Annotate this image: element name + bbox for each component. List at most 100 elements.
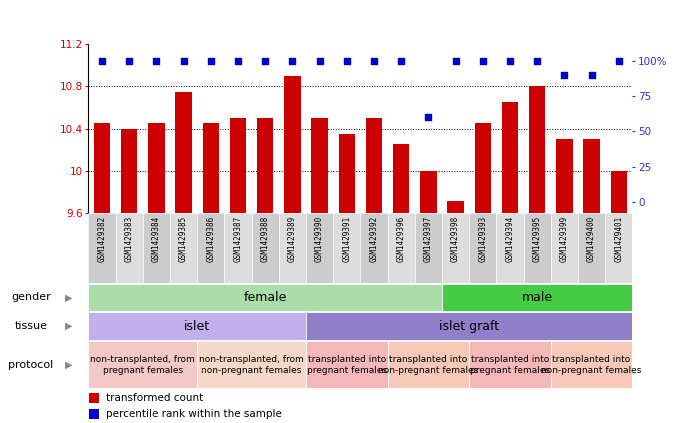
Text: transplanted into
pregnant females: transplanted into pregnant females [307, 355, 387, 375]
Point [97, 58, 107, 64]
Text: GSM1429398: GSM1429398 [451, 216, 460, 262]
Bar [524, 213, 551, 283]
Text: GSM1429397: GSM1429397 [424, 216, 433, 262]
Bar [252, 213, 279, 283]
Bar [284, 76, 301, 213]
Bar [88, 341, 197, 388]
Bar [502, 102, 518, 213]
Bar [529, 86, 545, 213]
Point [423, 114, 434, 121]
Bar [257, 118, 273, 213]
Bar [230, 118, 246, 213]
Bar [447, 201, 464, 213]
Text: GSM1429388: GSM1429388 [260, 216, 270, 262]
Bar [121, 129, 137, 213]
Bar [88, 283, 442, 311]
Bar [578, 213, 605, 283]
Bar [197, 341, 306, 388]
Text: GSM1429389: GSM1429389 [288, 216, 297, 262]
Point [205, 58, 216, 64]
Text: islet graft: islet graft [439, 320, 499, 332]
Point [287, 58, 298, 64]
Text: GSM1429400: GSM1429400 [587, 216, 596, 262]
Bar [420, 171, 437, 213]
Bar [339, 134, 355, 213]
Bar [197, 213, 224, 283]
Point [532, 58, 543, 64]
Text: GSM1429385: GSM1429385 [179, 216, 188, 262]
Bar [170, 213, 197, 283]
Bar [306, 341, 388, 388]
Point [178, 58, 189, 64]
Bar [388, 341, 469, 388]
Point [505, 58, 515, 64]
Text: transplanted into
non-pregnant females: transplanted into non-pregnant females [378, 355, 479, 375]
Bar [442, 283, 632, 311]
Point [450, 58, 461, 64]
Bar [311, 118, 328, 213]
Bar [611, 171, 627, 213]
Text: transplanted into
non-pregnant females: transplanted into non-pregnant females [541, 355, 642, 375]
Text: tissue: tissue [14, 321, 48, 331]
Bar [203, 124, 219, 213]
Text: GSM1429382: GSM1429382 [97, 216, 107, 262]
Text: GSM1429392: GSM1429392 [369, 216, 379, 262]
Bar [415, 213, 442, 283]
Text: GSM1429396: GSM1429396 [396, 216, 406, 262]
Bar [583, 139, 600, 213]
Point [151, 58, 162, 64]
Bar [469, 341, 551, 388]
Bar [366, 118, 382, 213]
Bar [90, 393, 99, 403]
Text: GSM1429393: GSM1429393 [478, 216, 488, 262]
Bar [306, 213, 333, 283]
Bar [116, 213, 143, 283]
Bar [333, 213, 360, 283]
Bar [90, 409, 99, 419]
Bar [306, 312, 632, 340]
Point [314, 58, 325, 64]
Text: protocol: protocol [8, 360, 54, 370]
Bar [175, 92, 192, 213]
Text: GSM1429384: GSM1429384 [152, 216, 161, 262]
Text: GSM1429401: GSM1429401 [614, 216, 624, 262]
Text: GSM1429390: GSM1429390 [315, 216, 324, 262]
Bar [94, 124, 110, 213]
Bar [360, 213, 388, 283]
Point [396, 58, 407, 64]
Bar [496, 213, 524, 283]
Text: gender: gender [11, 292, 51, 302]
Bar [88, 213, 116, 283]
Text: GSM1429387: GSM1429387 [233, 216, 243, 262]
Bar [551, 341, 632, 388]
Bar [143, 213, 170, 283]
Point [341, 58, 352, 64]
Text: islet: islet [184, 320, 210, 332]
Bar [88, 312, 306, 340]
Bar [556, 139, 573, 213]
Point [369, 58, 379, 64]
Text: ▶: ▶ [65, 360, 73, 370]
Bar [551, 213, 578, 283]
Text: GSM1429391: GSM1429391 [342, 216, 352, 262]
Bar [469, 213, 496, 283]
Text: male: male [522, 291, 553, 304]
Text: ▶: ▶ [65, 321, 73, 331]
Bar [388, 213, 415, 283]
Bar [224, 213, 252, 283]
Point [613, 58, 624, 64]
Point [586, 71, 597, 78]
Text: percentile rank within the sample: percentile rank within the sample [106, 409, 282, 419]
Bar [442, 213, 469, 283]
Text: GSM1429399: GSM1429399 [560, 216, 569, 262]
Bar [279, 213, 306, 283]
Text: non-transplanted, from
non-pregnant females: non-transplanted, from non-pregnant fema… [199, 355, 304, 375]
Point [233, 58, 243, 64]
Point [124, 58, 135, 64]
Text: transformed count: transformed count [106, 393, 203, 403]
Bar [605, 213, 632, 283]
Text: non-transplanted, from
pregnant females: non-transplanted, from pregnant females [90, 355, 195, 375]
Bar [148, 124, 165, 213]
Text: GSM1429386: GSM1429386 [206, 216, 216, 262]
Text: transplanted into
pregnant females: transplanted into pregnant females [470, 355, 550, 375]
